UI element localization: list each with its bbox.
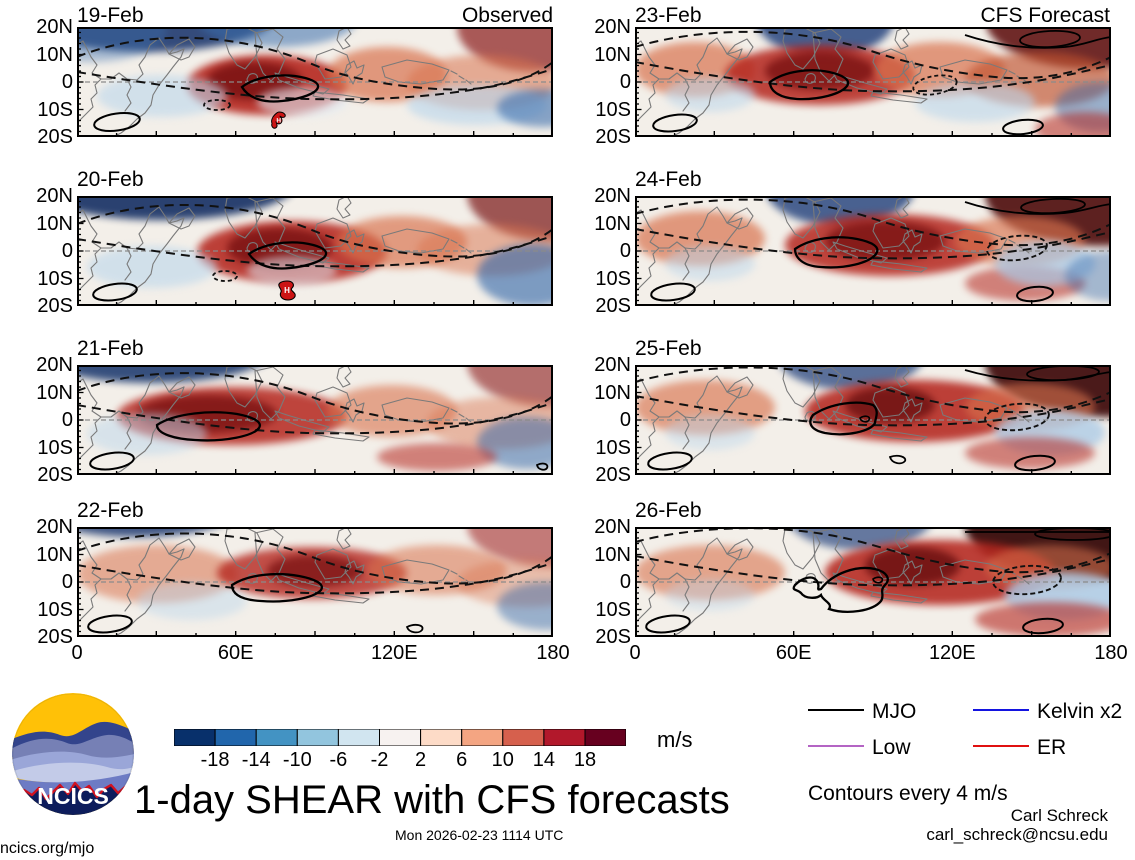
- svg-text:NCICS: NCICS: [37, 783, 109, 809]
- svg-text:H: H: [284, 286, 290, 295]
- svg-text:H: H: [276, 118, 281, 125]
